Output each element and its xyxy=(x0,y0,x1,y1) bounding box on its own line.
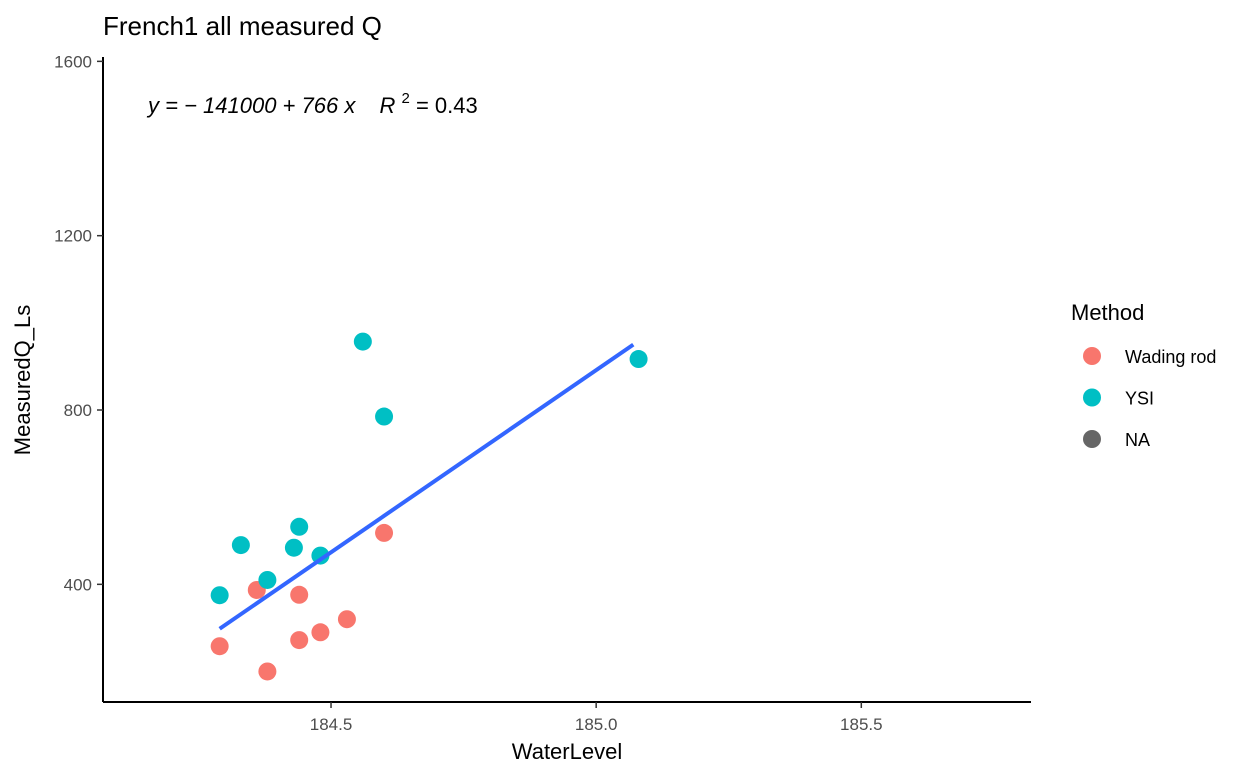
data-point-wading-rod xyxy=(311,623,330,642)
r-superscript: 2 xyxy=(401,90,409,107)
regression-equation: y = − 141000 + 766 x R 2 = 0.43 xyxy=(146,83,478,118)
data-point-ysi xyxy=(353,332,372,351)
data-point-wading-rod xyxy=(375,523,394,542)
data-points xyxy=(210,332,648,681)
regression-line xyxy=(218,342,635,631)
data-point-wading-rod xyxy=(290,585,309,604)
data-point-wading-rod xyxy=(258,662,277,681)
x-tick-label: 185.5 xyxy=(840,715,883,734)
legend-label: Wading rod xyxy=(1125,347,1216,367)
x-axis-title: WaterLevel xyxy=(512,739,622,764)
fit-line-group xyxy=(218,342,635,631)
data-point-ysi xyxy=(210,586,229,605)
data-point-ysi xyxy=(231,536,250,555)
axes xyxy=(102,57,1031,703)
legend-label: NA xyxy=(1125,430,1150,450)
legend-swatch xyxy=(1083,388,1101,407)
legend-swatch xyxy=(1083,347,1101,365)
data-point-wading-rod xyxy=(210,637,229,656)
data-point-wading-rod xyxy=(290,631,309,650)
legend: Method Wading rod YSI NA xyxy=(1071,300,1216,450)
data-point-ysi xyxy=(375,407,394,426)
y-tick-label: 1600 xyxy=(54,52,92,71)
legend-title: Method xyxy=(1071,300,1144,325)
y-axis-title: MeasuredQ_Ls xyxy=(10,305,35,455)
y-ticks: 400 800 1200 1600 xyxy=(54,52,103,594)
data-point-ysi xyxy=(284,538,303,557)
y-tick-label: 800 xyxy=(64,401,92,420)
x-tick-label: 184.5 xyxy=(310,715,353,734)
r-label: R xyxy=(379,93,395,118)
x-ticks: 184.5 185.0 185.5 xyxy=(310,702,883,734)
chart-title: French1 all measured Q xyxy=(103,11,382,41)
r-value: = 0.43 xyxy=(416,93,478,118)
legend-swatch xyxy=(1083,430,1101,448)
y-tick-label: 400 xyxy=(64,575,92,594)
y-tick-label: 1200 xyxy=(54,227,92,246)
data-point-ysi xyxy=(258,570,277,589)
legend-label: YSI xyxy=(1125,389,1154,409)
data-point-ysi xyxy=(311,546,330,565)
data-point-ysi xyxy=(629,350,648,369)
x-tick-label: 185.0 xyxy=(575,715,618,734)
data-point-ysi xyxy=(290,517,309,536)
data-point-wading-rod xyxy=(337,610,356,629)
equation-text: y = − 141000 + 766 x xyxy=(146,93,356,118)
